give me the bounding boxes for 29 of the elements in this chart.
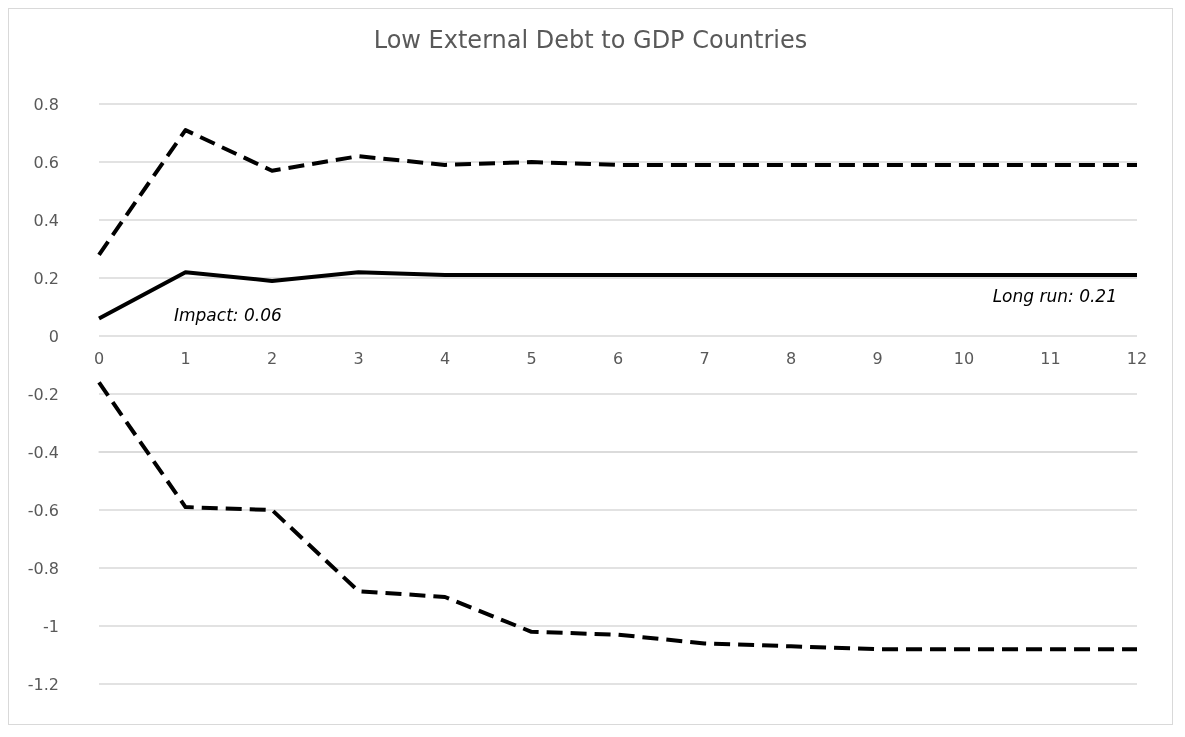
x-tick-label: 10 xyxy=(953,348,975,368)
x-tick-label: 3 xyxy=(353,348,364,368)
x-tick-label: 0 xyxy=(93,348,105,368)
y-tick-label: 0.8 xyxy=(33,94,59,114)
line-series xyxy=(97,380,1139,652)
y-tick-label: -0.8 xyxy=(27,558,59,578)
x-tick-label: 5 xyxy=(526,348,537,368)
chart-title: Low External Debt to GDP Countries xyxy=(373,26,808,54)
x-tick-label: 7 xyxy=(699,348,710,368)
y-tick-label: 0 xyxy=(48,326,59,346)
y-tick-label: 0.2 xyxy=(33,268,59,288)
y-tick-label: -0.4 xyxy=(27,442,59,462)
y-tick-label: 0.6 xyxy=(33,152,59,172)
x-tick-label: 1 xyxy=(180,348,191,368)
x-tick-label: 11 xyxy=(1040,348,1061,368)
y-tick-label: -0.6 xyxy=(27,500,59,520)
line-series xyxy=(97,128,1139,257)
x-tick-label: 2 xyxy=(266,348,278,368)
y-tick-label: -0.2 xyxy=(27,384,59,404)
annotation: Long run: 0.21 xyxy=(992,285,1117,306)
x-tick-label: 9 xyxy=(872,348,883,368)
x-tick-label: 4 xyxy=(439,348,451,368)
y-tick-label: -1.2 xyxy=(27,674,59,694)
y-tick-label: -1 xyxy=(43,616,59,636)
y-tick-label: 0.4 xyxy=(33,210,59,230)
x-tick-label: 8 xyxy=(785,348,797,368)
x-tick-label: 12 xyxy=(1126,348,1148,368)
annotation: Impact: 0.06 xyxy=(174,304,282,325)
x-tick-label: 6 xyxy=(612,348,624,368)
